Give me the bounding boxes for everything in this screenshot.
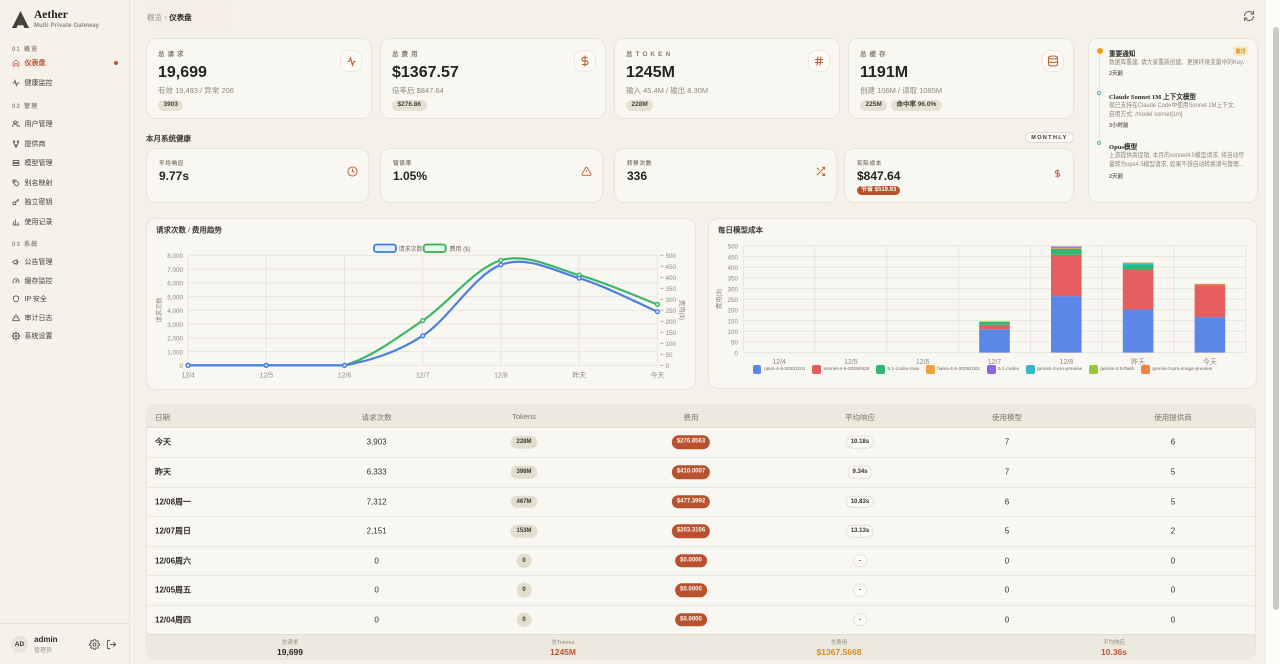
svg-text:500: 500 [666,253,677,260]
svg-text:12/6: 12/6 [338,373,352,380]
svg-text:0: 0 [666,363,670,370]
svg-text:12/5: 12/5 [844,359,858,366]
svg-text:50: 50 [731,340,739,347]
svg-text:12/4: 12/4 [181,373,195,380]
svg-text:费用($): 费用($) [714,289,723,309]
svg-text:100: 100 [727,329,738,336]
svg-text:250: 250 [666,308,677,315]
svg-text:1,000: 1,000 [167,349,183,356]
svg-text:12/6: 12/6 [916,359,930,366]
svg-text:昨天: 昨天 [572,371,586,380]
svg-text:今天: 今天 [650,371,664,380]
svg-text:12/8: 12/8 [1059,359,1073,366]
svg-text:200: 200 [727,308,738,315]
svg-text:2,000: 2,000 [167,336,183,343]
svg-text:8,000: 8,000 [167,253,183,260]
svg-text:12/8: 12/8 [494,373,508,380]
svg-text:6,000: 6,000 [167,281,183,288]
svg-text:请求次数: 请求次数 [154,297,163,323]
svg-text:请求次数: 请求次数 [399,245,423,253]
svg-text:5,000: 5,000 [167,294,183,301]
svg-text:150: 150 [666,330,677,337]
svg-text:400: 400 [727,265,738,272]
svg-text:请求次数 / 费用趋势: 请求次数 / 费用趋势 [156,225,222,235]
svg-text:350: 350 [727,276,738,283]
svg-text:每日模型成本: 每日模型成本 [718,225,763,235]
svg-text:0: 0 [179,363,183,370]
svg-text:12/5: 12/5 [259,373,273,380]
svg-text:12/4: 12/4 [772,359,786,366]
svg-text:12/7: 12/7 [988,359,1002,366]
svg-text:50: 50 [666,352,674,359]
svg-text:200: 200 [666,319,677,326]
svg-text:今天: 今天 [1203,357,1217,366]
svg-text:费用 ($): 费用 ($) [450,245,471,253]
svg-text:350: 350 [666,286,677,293]
svg-text:450: 450 [666,264,677,271]
svg-text:300: 300 [727,286,738,293]
svg-text:费用($): 费用($) [678,300,687,320]
svg-text:500: 500 [727,244,738,251]
svg-text:7,000: 7,000 [167,267,183,274]
svg-text:昨天: 昨天 [1131,357,1145,366]
svg-text:400: 400 [666,275,677,282]
svg-text:0: 0 [734,350,738,357]
svg-text:250: 250 [727,297,738,304]
svg-text:450: 450 [727,254,738,261]
svg-text:150: 150 [727,318,738,325]
svg-text:300: 300 [666,297,677,304]
svg-text:4,000: 4,000 [167,308,183,315]
svg-text:100: 100 [666,341,677,348]
svg-text:3,000: 3,000 [167,322,183,329]
svg-text:12/7: 12/7 [416,373,430,380]
